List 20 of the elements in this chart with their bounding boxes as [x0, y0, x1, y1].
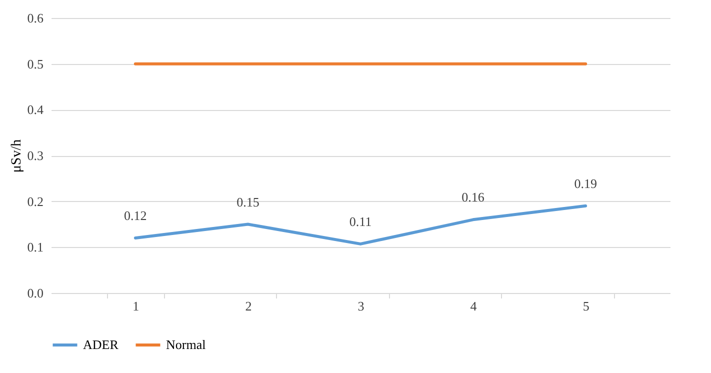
y-tick-label: 0.1	[27, 240, 44, 255]
y-axis-title: μSv/h	[9, 139, 24, 173]
y-tick-label: 0.5	[27, 56, 44, 72]
x-tick-label: 3	[358, 298, 364, 314]
data-label: 0.19	[574, 176, 597, 191]
y-tick-label: 0.0	[27, 286, 44, 300]
x-tick-label: 1	[132, 298, 140, 314]
legend-label: ADER	[83, 337, 119, 352]
x-tick-label: 2	[245, 298, 252, 314]
y-tick-label: 0.3	[27, 148, 44, 163]
data-label: 0.11	[349, 214, 372, 229]
y-tick-label: 0.4	[27, 102, 44, 118]
y-tick-label: 0.6	[27, 10, 44, 26]
y-tick-label: 0.2	[27, 194, 44, 209]
legend-label: Normal	[166, 337, 206, 352]
data-label: 0.12	[124, 208, 147, 223]
x-tick-label: 4	[470, 298, 478, 314]
x-tick-label: 5	[582, 298, 590, 314]
data-label: 0.16	[462, 190, 485, 205]
data-label: 0.15	[236, 194, 260, 210]
